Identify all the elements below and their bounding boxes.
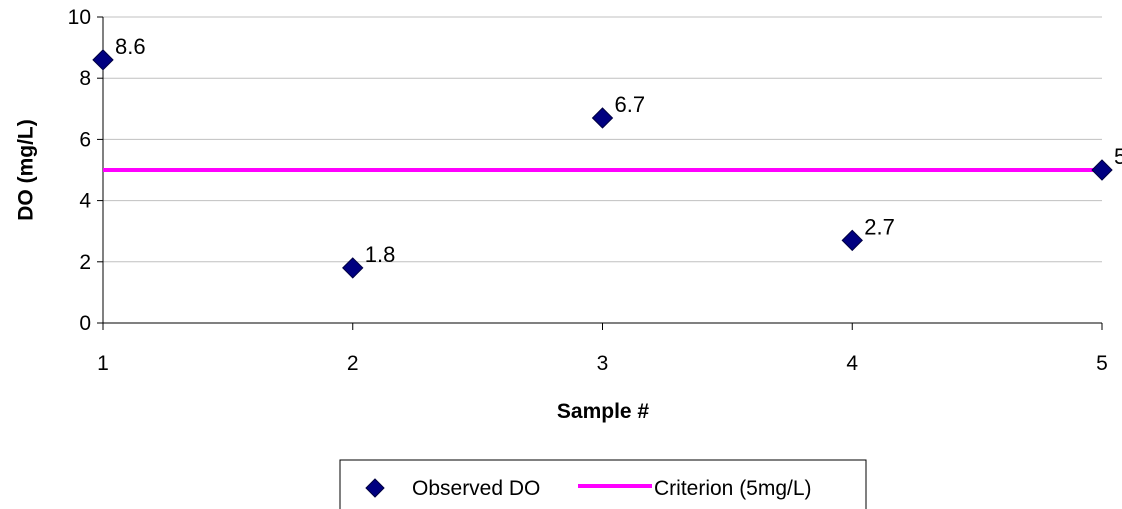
data-label: 1.8 bbox=[365, 242, 396, 267]
x-tick-label-4: 4 bbox=[846, 352, 858, 375]
x-axis-title: Sample # bbox=[557, 400, 650, 423]
legend: Observed DO Criterion (5mg/L) bbox=[339, 459, 867, 509]
data-label: 5 bbox=[1114, 144, 1122, 169]
data-label: 2.7 bbox=[864, 214, 895, 239]
legend-marker-observed bbox=[365, 478, 385, 498]
x-tick-label-3: 3 bbox=[597, 352, 609, 375]
observed-point bbox=[342, 257, 364, 279]
x-tick-label-1: 1 bbox=[97, 352, 109, 375]
y-tick-label-2: 2 bbox=[79, 251, 91, 274]
observed-point bbox=[1091, 159, 1113, 181]
observed-point bbox=[92, 49, 114, 71]
data-label: 6.7 bbox=[615, 92, 646, 117]
gridlines bbox=[103, 16, 1102, 263]
observed-series bbox=[92, 49, 1113, 279]
y-tick-label-10: 10 bbox=[68, 6, 91, 29]
observed-point bbox=[591, 107, 614, 129]
data-label: 8.6 bbox=[115, 34, 146, 59]
legend-frame bbox=[339, 459, 867, 509]
x-tick-label-2: 2 bbox=[347, 352, 359, 375]
legend-label-criterion: Criterion (5mg/L) bbox=[654, 477, 812, 500]
observed-point bbox=[841, 229, 863, 252]
y-axis-title: DO (mg/L) bbox=[15, 119, 38, 220]
y-tick-label-6: 6 bbox=[79, 128, 91, 151]
y-tick-label-4: 4 bbox=[79, 190, 91, 213]
y-tick-label-8: 8 bbox=[79, 67, 91, 90]
data-labels: 8.6 1.8 6.7 2.7 5 bbox=[115, 34, 1122, 267]
x-tick-label-5: 5 bbox=[1096, 352, 1108, 375]
y-tick-label-0: 0 bbox=[79, 312, 91, 335]
legend-label-observed: Observed DO bbox=[412, 477, 540, 500]
